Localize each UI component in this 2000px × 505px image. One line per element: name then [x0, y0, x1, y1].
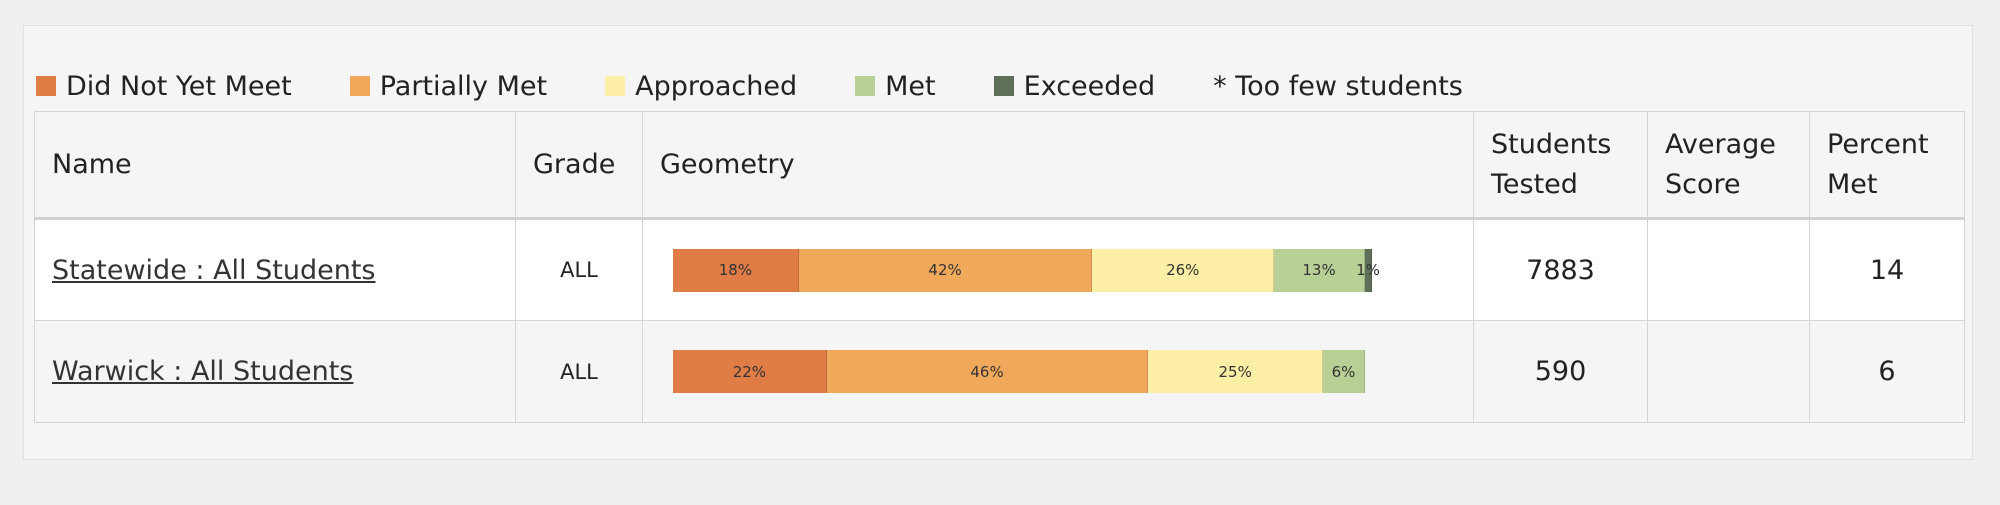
legend-label: Approached: [635, 70, 798, 102]
segment-label: 6%: [1331, 362, 1356, 381]
column-header: Grade: [515, 111, 643, 220]
legend-item: Approached: [605, 71, 797, 102]
segment-label: 22%: [732, 362, 767, 381]
legend-swatch: [855, 76, 876, 96]
legend-item: Partially Met: [349, 70, 548, 102]
students-tested-cell: 590: [1473, 320, 1648, 423]
stacked-bar: 22% 46% 25% 6%: [673, 350, 1372, 393]
stacked-bar: 18% 42% 26% 13% 1%: [673, 248, 1380, 292]
results-table: Name Grade Geometry Students Tested Average …: [34, 111, 1965, 423]
bar-segment: 26%: [1092, 248, 1275, 292]
legend-label: Partially Met: [379, 70, 548, 102]
table-row: Statewide : All Students ALL 18% 42% 26% 13% 1…: [34, 218, 1965, 321]
segment-label: 46%: [970, 362, 1004, 381]
name-cell: Statewide : All Students: [34, 218, 516, 321]
bar-segment: 25%: [1148, 350, 1324, 393]
legend-label: Exceeded: [1023, 70, 1156, 102]
legend-swatch: [993, 76, 1014, 96]
column-header: Students Tested: [1473, 111, 1648, 220]
name-link[interactable]: Statewide : All Students: [52, 254, 376, 286]
percent-met-cell: 6: [1809, 320, 1965, 423]
name-cell: Warwick : All Students: [34, 320, 516, 423]
legend-swatch: [36, 76, 56, 96]
legend-item: Exceeded: [993, 70, 1156, 102]
legend: Did Not Yet Meet Partially Met Approached M…: [36, 68, 1463, 104]
legend-swatch: [349, 76, 370, 96]
average-score-cell: [1647, 218, 1810, 321]
percent-met-cell: 14: [1809, 218, 1965, 321]
segment-label: 1%: [1356, 261, 1380, 279]
header-row: Name Grade Geometry Students Tested Average …: [34, 111, 1965, 220]
legend-item: Did Not Yet Meet: [36, 71, 292, 102]
bar-segment: 22%: [673, 350, 827, 393]
average-score-cell: [1647, 320, 1810, 423]
bar-segment: 6%: [1323, 350, 1365, 393]
legend-item: Met: [855, 71, 936, 102]
legend-note: * Too few students: [1213, 70, 1463, 102]
bar-segment: 46%: [826, 350, 1149, 393]
geometry-cell: 22% 46% 25% 6%: [642, 320, 1474, 423]
column-header: Name: [34, 111, 516, 220]
grade-cell: ALL: [515, 218, 643, 321]
bar-segment: 42%: [798, 248, 1093, 292]
legend-label: Met: [885, 70, 936, 102]
legend-label: Did Not Yet Meet: [66, 70, 292, 102]
column-header: Percent Met: [1809, 111, 1965, 220]
table-body: Statewide : All Students ALL 18% 42% 26% 13% 1…: [34, 218, 1965, 423]
segment-label: 18%: [718, 261, 753, 279]
name-link[interactable]: Warwick : All Students: [52, 356, 354, 387]
table-row: Warwick : All Students ALL 22% 46% 25% 6% 590 6: [34, 320, 1965, 423]
bar-segment: 1%: [1356, 248, 1380, 292]
segment-label: 26%: [1166, 261, 1200, 279]
students-tested-cell: 7883: [1473, 218, 1648, 321]
geometry-cell: 18% 42% 26% 13% 1%: [642, 218, 1474, 321]
segment-label: 42%: [928, 261, 962, 279]
column-header: Average Score: [1647, 111, 1810, 220]
legend-swatch: [605, 76, 626, 96]
bar-segment: 13%: [1274, 248, 1365, 292]
segment-label: 13%: [1302, 261, 1336, 279]
bar-segment: 18%: [673, 248, 799, 292]
segment-label: 25%: [1218, 362, 1252, 381]
column-header: Geometry: [642, 111, 1474, 220]
grade-cell: ALL: [515, 320, 643, 423]
